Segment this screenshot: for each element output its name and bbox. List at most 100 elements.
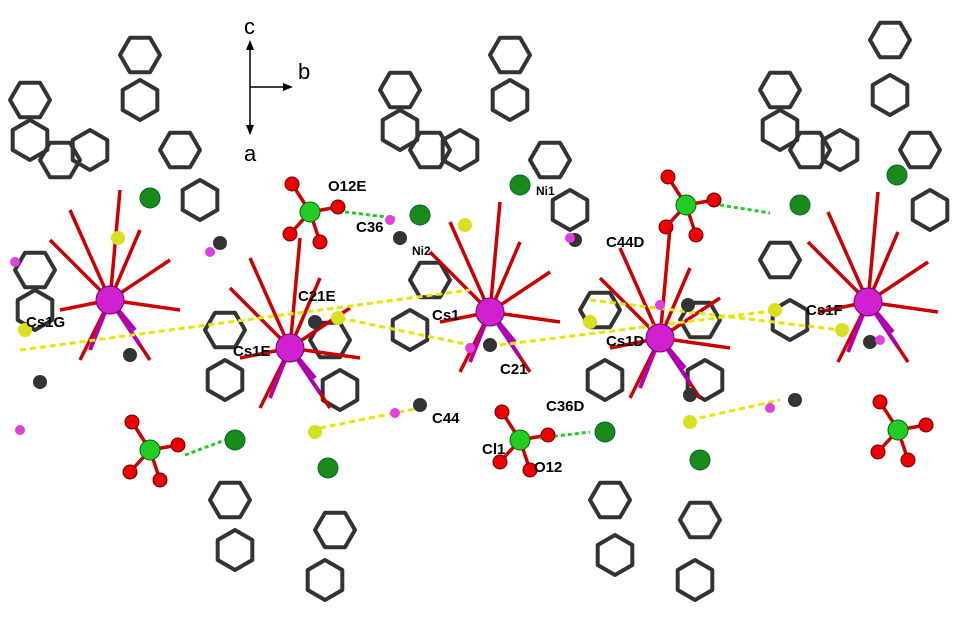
- aromatic-ring: [588, 360, 623, 400]
- oxygen-atom: [153, 473, 167, 487]
- oxygen-atom: [873, 395, 887, 409]
- nickel-atom: [690, 450, 710, 470]
- aromatic-ring: [380, 73, 420, 108]
- lone-pair-centroid: [835, 323, 849, 337]
- aromatic-ring: [590, 483, 630, 518]
- oxygen-atom: [661, 170, 675, 184]
- atom-label: C21: [500, 361, 528, 378]
- aromatic-ring: [760, 243, 800, 278]
- aromatic-ring: [680, 503, 720, 538]
- atom-label: C44: [432, 410, 460, 427]
- aromatic-ring: [15, 253, 55, 288]
- lone-pair-centroid: [458, 218, 472, 232]
- carbon-atom: [788, 393, 802, 407]
- hydrogen-atom: [390, 408, 400, 418]
- chlorine-atom: [510, 430, 530, 450]
- cesium-atom: [646, 324, 674, 352]
- aromatic-ring: [530, 143, 570, 178]
- atom-label: C21E: [298, 288, 336, 305]
- aromatic-ring: [160, 133, 200, 168]
- oxygen-atom: [495, 405, 509, 419]
- oxygen-atom: [871, 445, 885, 459]
- coordination-bond: [70, 210, 110, 300]
- c-h-o-bond: [185, 440, 225, 455]
- aromatic-ring: [208, 360, 243, 400]
- aromatic-ring: [393, 310, 428, 350]
- aromatic-ring: [900, 133, 940, 168]
- aromatic-ring: [678, 560, 713, 600]
- cesium-atom: [96, 286, 124, 314]
- aromatic-ring: [598, 535, 633, 575]
- axis-label-a: a: [244, 141, 257, 166]
- oxygen-atom: [171, 438, 185, 452]
- oxygen-atom: [123, 465, 137, 479]
- chlorine-atom: [888, 420, 908, 440]
- atom-label: Cl1: [482, 441, 505, 458]
- atom-label: O12: [534, 459, 562, 476]
- coordination-bond: [450, 222, 490, 312]
- atom-label: Cs1G: [26, 314, 65, 331]
- hydrogen-atom: [385, 215, 395, 225]
- axis-label-b: b: [298, 59, 310, 84]
- oxygen-atom: [125, 415, 139, 429]
- aromatic-ring: [218, 530, 253, 570]
- carbon-atom: [863, 335, 877, 349]
- cesium-atom: [276, 334, 304, 362]
- carbon-atom: [681, 298, 695, 312]
- carbon-atom: [213, 236, 227, 250]
- atom-label: Ni1: [536, 184, 555, 198]
- aromatic-ring: [870, 23, 910, 58]
- carbon-atom: [683, 388, 697, 402]
- hydrogen-atom: [15, 425, 25, 435]
- nickel-atom: [887, 165, 907, 185]
- aromatic-ring: [73, 130, 108, 170]
- aromatic-ring: [308, 560, 343, 600]
- lone-pair-centroid: [111, 231, 125, 245]
- oxygen-atom: [659, 220, 673, 234]
- lone-pair-centroid: [768, 303, 782, 317]
- atom-label: C44D: [606, 234, 645, 251]
- atom-label: Cs1: [432, 307, 460, 324]
- lone-pair-centroid: [308, 425, 322, 439]
- cesium-atom: [476, 298, 504, 326]
- nickel-atom: [410, 205, 430, 225]
- atom-label: C36: [356, 219, 384, 236]
- nickel-atom: [790, 195, 810, 215]
- c-h-o-contact: [310, 408, 420, 430]
- chlorine-atom: [300, 202, 320, 222]
- carbon-atom: [483, 338, 497, 352]
- atom-label: Ni2: [412, 244, 431, 258]
- aromatic-ring: [315, 513, 355, 548]
- oxygen-atom: [919, 418, 933, 432]
- c-h-o-contact: [20, 290, 470, 350]
- oxygen-atom: [901, 453, 915, 467]
- atom-label: Cs1F: [806, 302, 843, 319]
- atoms: [10, 165, 933, 487]
- chlorine-atom: [676, 195, 696, 215]
- atom-label: Cs1D: [606, 333, 645, 350]
- carbon-atom: [413, 398, 427, 412]
- aromatic-ring: [760, 73, 800, 108]
- atom-label: C36D: [546, 398, 585, 415]
- oxygen-atom: [285, 177, 299, 191]
- lone-pair-centroid: [331, 311, 345, 325]
- axis-label-c: c: [244, 14, 255, 39]
- aromatic-ring: [10, 83, 50, 118]
- coordination-bond: [828, 212, 868, 302]
- aromatic-ring: [123, 80, 158, 120]
- hydrogen-atom: [655, 300, 665, 310]
- atom-labels: O12E C36 Ni2 Ni1 C44D C21E Cs1 Cs1G Cs1E…: [26, 178, 843, 476]
- hydrogen-atom: [10, 257, 20, 267]
- chlorine-atom: [140, 440, 160, 460]
- lone-pair-centroid: [683, 415, 697, 429]
- oxygen-atom: [283, 227, 297, 241]
- cesium-atom: [854, 288, 882, 316]
- atom-label: Cs1E: [233, 343, 271, 360]
- oxygen-atom: [331, 200, 345, 214]
- nickel-atom: [140, 188, 160, 208]
- coordination-bond: [250, 258, 290, 348]
- aromatic-ring: [873, 75, 908, 115]
- carbon-atom: [123, 348, 137, 362]
- aromatic-ring: [913, 190, 948, 230]
- hydrogen-atom: [205, 247, 215, 257]
